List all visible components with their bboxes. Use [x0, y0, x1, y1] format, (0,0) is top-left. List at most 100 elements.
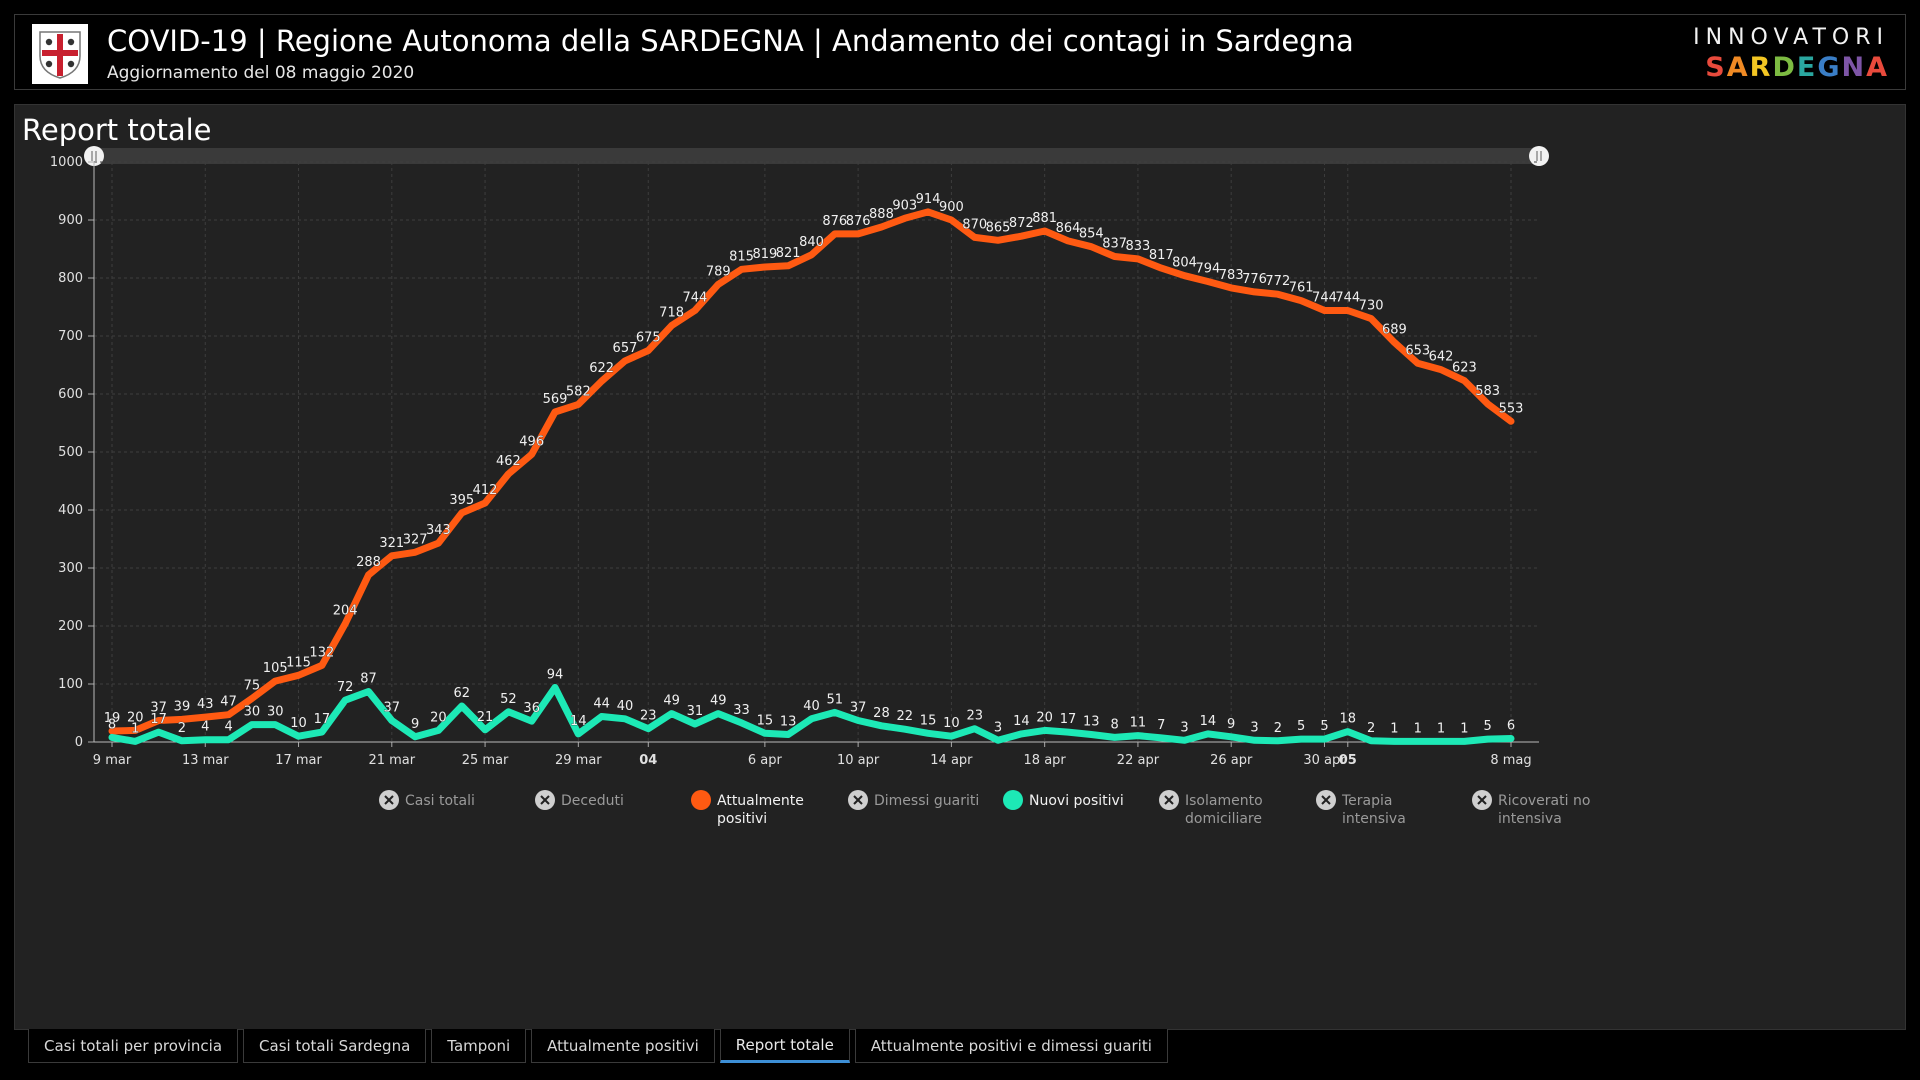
range-slider-track	[94, 148, 1539, 164]
data-label: 33	[733, 703, 750, 718]
brand-letter: G	[1817, 52, 1842, 83]
data-label: 5	[1297, 719, 1305, 734]
data-label: 37	[150, 701, 167, 716]
data-label: 462	[496, 454, 521, 469]
legend-item-dimessi-guariti[interactable]: Dimessi guariti	[848, 790, 979, 810]
data-label: 28	[873, 706, 890, 721]
x-tick-label: 21 mar	[368, 753, 415, 768]
data-label: 881	[1032, 211, 1057, 226]
data-label: 718	[659, 306, 684, 321]
x-tick-label: 6 apr	[748, 753, 783, 768]
data-label: 865	[986, 220, 1011, 235]
legend-label: Ricoverati no	[1498, 793, 1590, 809]
tab-attualmente-positivi[interactable]: Attualmente positivi	[531, 1029, 715, 1063]
x-icon	[384, 795, 394, 805]
data-label: 689	[1382, 322, 1407, 337]
data-label: 23	[640, 709, 657, 724]
data-label: 47	[220, 695, 237, 710]
data-label: 115	[286, 655, 311, 670]
data-label: 75	[244, 679, 261, 694]
brand-letter: R	[1749, 52, 1773, 83]
legend-item-terapia-intensiva[interactable]: Terapia intensiva	[1316, 790, 1406, 827]
data-label: 23	[966, 709, 983, 724]
data-label: 72	[337, 680, 354, 695]
data-label: 761	[1289, 281, 1314, 296]
legend-item-nuovi-positivi[interactable]: Nuovi positivi	[1003, 790, 1124, 810]
legend-item-ricoverati-no-intensiva[interactable]: Ricoverati no intensiva	[1472, 790, 1590, 827]
data-label: 22	[896, 709, 913, 724]
data-label: 623	[1452, 361, 1477, 376]
data-label: 657	[613, 341, 638, 356]
data-label: 14	[1200, 714, 1217, 729]
data-label: 864	[1056, 221, 1081, 236]
data-label: 772	[1265, 274, 1290, 289]
data-label: 730	[1359, 299, 1384, 314]
data-label: 876	[822, 214, 847, 229]
data-label: 343	[426, 523, 451, 538]
data-label: 9	[411, 717, 419, 732]
data-label: 903	[892, 198, 917, 213]
data-label: 20	[127, 710, 144, 725]
data-label: 1	[1437, 721, 1445, 736]
line-chart: 0 100 200 300 400 500 600 700 800 900 1000 9 mar 13 …	[50, 146, 1590, 827]
legend-label: Attualmente	[717, 793, 804, 809]
data-label: 21	[477, 710, 494, 725]
x-tick-label: 18 apr	[1024, 753, 1067, 768]
dashboard-header: COVID-19 | Regione Autonoma della SARDEG…	[14, 14, 1906, 90]
legend-item-isolamento-domiciliare[interactable]: Isolamento domiciliare	[1159, 790, 1263, 827]
data-label: 132	[309, 645, 334, 660]
tab-casi-totali-per-provincia[interactable]: Casi totali per provincia	[28, 1029, 239, 1063]
data-label: 321	[379, 536, 404, 551]
data-label: 744	[1335, 290, 1360, 305]
x-tick-label: 30 apr	[1303, 753, 1346, 768]
data-label: 49	[663, 694, 680, 709]
data-label: 14	[570, 714, 587, 729]
legend-item-attualmente-positivi[interactable]: Attualmente positivi	[691, 790, 804, 827]
data-label: 18	[1340, 712, 1357, 727]
data-label: 1	[1414, 721, 1422, 736]
y-tick-label: 600	[58, 387, 83, 402]
data-label: 17	[150, 712, 167, 727]
x-tick-label: 26 apr	[1210, 753, 1253, 768]
tab-casi-totali-sardegna[interactable]: Casi totali Sardegna	[243, 1029, 427, 1063]
data-label: 87	[360, 672, 377, 687]
legend-label: intensiva	[1342, 811, 1406, 827]
brand-letter: E	[1796, 52, 1818, 83]
data-label: 4	[224, 720, 232, 735]
data-label: 821	[776, 246, 801, 261]
data-label: 39	[174, 699, 191, 714]
legend-item-casi-totali[interactable]: Casi totali	[379, 790, 475, 810]
range-slider-start-handle[interactable]	[84, 146, 104, 166]
x-tick-label: 17 mar	[275, 753, 322, 768]
legend-item-deceduti[interactable]: Deceduti	[535, 790, 624, 810]
data-label: 2	[1274, 721, 1282, 736]
y-tick-label: 300	[58, 561, 83, 576]
tab-report-totale[interactable]: Report totale	[719, 1029, 850, 1063]
data-label: 582	[566, 384, 591, 399]
legend-label: Terapia	[1341, 793, 1392, 809]
data-label: 17	[314, 712, 331, 727]
logo	[32, 24, 88, 84]
tab-attualmente-positivi-e-dimessi-guariti[interactable]: Attualmente positivi e dimessi guariti	[854, 1029, 1168, 1063]
data-label: 744	[683, 290, 708, 305]
data-label: 900	[939, 200, 964, 215]
y-tick-label: 200	[58, 619, 83, 634]
data-label: 804	[1172, 256, 1197, 271]
x-icon	[853, 795, 863, 805]
data-label: 31	[687, 704, 704, 719]
y-tick-label: 500	[58, 445, 83, 460]
range-slider-end-handle[interactable]	[1529, 146, 1549, 166]
brand-letter: D	[1772, 52, 1797, 83]
tab-tamponi[interactable]: Tamponi	[431, 1029, 527, 1063]
data-label: 40	[803, 699, 820, 714]
x-tick-label: 14 apr	[930, 753, 973, 768]
data-label: 2	[1367, 721, 1375, 736]
data-label: 888	[869, 207, 894, 222]
y-tick-label: 400	[58, 503, 83, 518]
legend-swatch	[1003, 790, 1023, 810]
data-label: 37	[384, 701, 401, 716]
y-tick-label: 100	[58, 677, 83, 692]
data-label: 583	[1475, 384, 1500, 399]
data-label: 3	[994, 720, 1002, 735]
data-label: 6	[1507, 719, 1515, 734]
